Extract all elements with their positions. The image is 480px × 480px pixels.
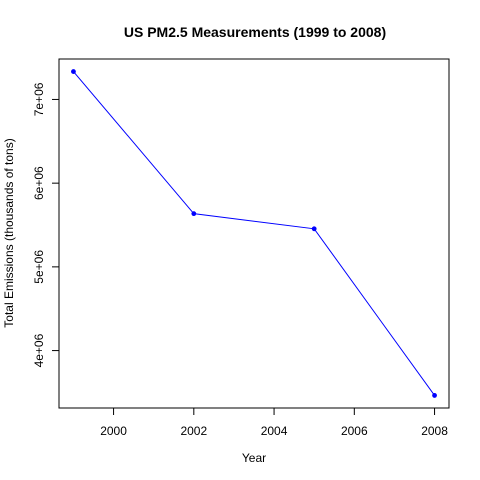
series-polyline (73, 71, 435, 396)
x-tick-label: 2006 (341, 424, 368, 438)
series-points (71, 69, 437, 398)
y-tick-label: 7e+06 (32, 82, 46, 116)
x-tick-label: 2008 (421, 424, 448, 438)
data-point (432, 393, 437, 398)
x-tick-label: 2002 (180, 424, 207, 438)
series-line (73, 71, 435, 396)
chart-title: US PM2.5 Measurements (1999 to 2008) (124, 24, 386, 40)
x-axis-label: Year (242, 451, 266, 465)
data-point (191, 211, 197, 217)
plot-frame (58, 58, 450, 409)
y-tick-label: 4e+06 (32, 333, 46, 367)
y-tick-label: 5e+06 (32, 250, 46, 284)
x-tick-label: 2000 (100, 424, 127, 438)
data-point (71, 69, 76, 74)
y-axis: 4e+06 5e+06 6e+06 7e+06 (32, 82, 60, 367)
y-axis-label: Total Emissions (thousands of tons) (2, 138, 16, 327)
x-axis: 2000 2002 2004 2006 2008 (100, 407, 448, 438)
data-point (311, 226, 317, 232)
y-tick-label: 6e+06 (32, 166, 46, 200)
x-tick-label: 2004 (261, 424, 288, 438)
